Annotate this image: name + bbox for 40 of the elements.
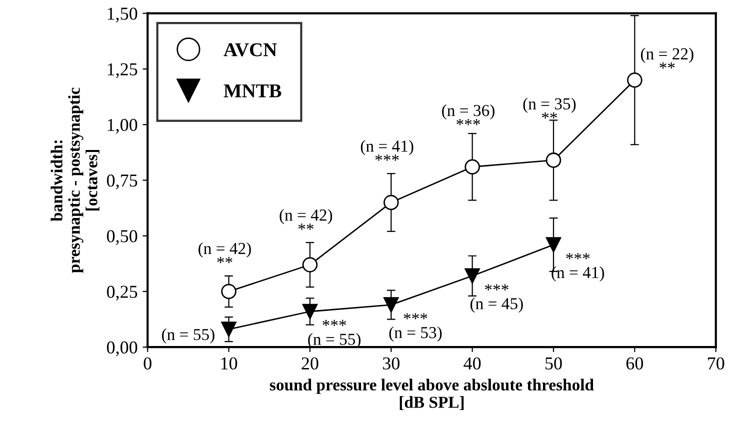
annotation: (n = 36) *** bbox=[442, 104, 494, 126]
point bbox=[221, 322, 236, 337]
x-tick-label: 50 bbox=[546, 357, 562, 370]
point bbox=[546, 237, 562, 252]
y-tick-label: 0,50 bbox=[106, 230, 138, 245]
point bbox=[302, 257, 318, 272]
annotation: (n = 42) ** bbox=[280, 209, 332, 230]
annotation: (n = 41) *** bbox=[360, 140, 414, 161]
point bbox=[302, 304, 318, 320]
point bbox=[464, 159, 480, 175]
y-tick-label: 1,50 bbox=[108, 8, 138, 22]
legend-label: MNTB bbox=[224, 84, 282, 98]
point bbox=[464, 268, 480, 284]
x-tick-label: 60 bbox=[626, 357, 644, 370]
annotation: (n = 35) ** bbox=[523, 98, 576, 118]
y-tick-label: 1,25 bbox=[108, 63, 138, 78]
x-tick-label: 20 bbox=[302, 357, 318, 370]
point bbox=[384, 194, 399, 210]
annotation: (n = 55) bbox=[162, 328, 214, 344]
annotation: *** (n = 53) bbox=[389, 313, 442, 342]
x-tick-label: 0 bbox=[144, 357, 152, 370]
y-tick-label: 0,75 bbox=[106, 174, 138, 190]
legend-label: AVCN bbox=[224, 43, 277, 56]
y-axis-title: bandwidth: presynaptic - postsynaptic [octaves] bbox=[50, 88, 100, 273]
point bbox=[384, 297, 399, 312]
x-tick-label: 30 bbox=[382, 357, 400, 370]
point bbox=[221, 284, 236, 300]
x-tick-label: 10 bbox=[221, 357, 238, 370]
y-tick-label: 0,00 bbox=[106, 341, 138, 356]
x-axis-title: sound pressure level above absloute threshold [dB SPL] bbox=[270, 378, 594, 410]
y-tick-label: 1,00 bbox=[108, 118, 138, 134]
point bbox=[546, 152, 562, 168]
y-tick-label: 0,25 bbox=[106, 286, 138, 301]
x-tick-label: 70 bbox=[708, 357, 724, 370]
annotation: (n = 22) ** bbox=[640, 48, 694, 68]
annotation: (n = 42) ** bbox=[198, 242, 251, 264]
annotation: *** (n = 45) bbox=[470, 284, 523, 313]
x-tick-label: 40 bbox=[464, 357, 481, 370]
annotation: *** (n = 55) bbox=[308, 320, 360, 348]
point bbox=[627, 72, 642, 88]
